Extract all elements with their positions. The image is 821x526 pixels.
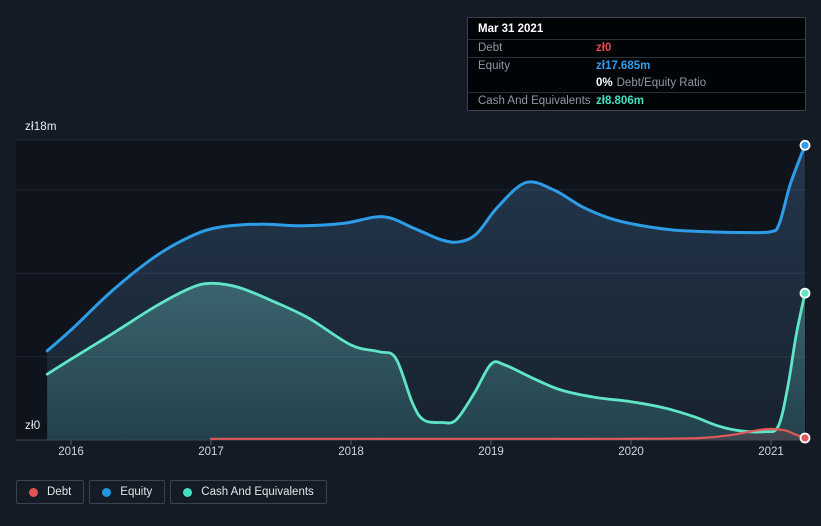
tooltip-debt-value: zł0: [596, 42, 612, 54]
x-tick-2018: 2018: [338, 446, 364, 458]
cash-endpoint-marker: [799, 287, 811, 299]
debt-line: [209, 427, 807, 440]
tooltip-date: Mar 31 2021: [478, 23, 544, 35]
tooltip-equity-value: zł17.685m: [596, 60, 651, 72]
tooltip-row-equity: Equity zł17.685m: [468, 57, 805, 75]
x-tick-2019: 2019: [478, 446, 504, 458]
legend-item-equity[interactable]: Equity: [89, 480, 166, 504]
x-tick-2016: 2016: [58, 446, 84, 458]
legend-equity-label: Equity: [120, 486, 153, 498]
tooltip-debt-label: Debt: [478, 42, 503, 54]
equity-line: [45, 143, 807, 353]
debt-color-dot: [29, 487, 38, 497]
legend-item-cash[interactable]: Cash And Equivalents: [170, 480, 327, 504]
tooltip-cash-label: Cash And Equivalents: [478, 95, 591, 107]
x-tick-2020: 2020: [618, 446, 644, 458]
tooltip-row-ratio: 0% Debt/Equity Ratio: [468, 75, 805, 92]
legend-debt-label: Debt: [47, 486, 72, 498]
x-tick-2021: 2021: [758, 446, 784, 458]
y-axis-label-zero: zł0: [25, 420, 41, 432]
tooltip-row-cash: Cash And Equivalents zł8.806m: [468, 92, 805, 110]
y-axis-label-max: zł18m: [25, 121, 57, 133]
debt-endpoint-marker: [799, 432, 811, 444]
tooltip-ratio-label: Debt/Equity Ratio: [616, 77, 707, 89]
legend-cash-label: Cash And Equivalents: [201, 486, 314, 498]
legend: Debt Equity Cash And Equivalents: [16, 480, 327, 504]
equity-color-dot: [102, 487, 112, 497]
tooltip-cash-value: zł8.806m: [596, 95, 644, 107]
cash-line: [45, 281, 807, 434]
tooltip-equity-label: Equity: [478, 60, 510, 72]
equity-endpoint-marker: [799, 139, 811, 151]
chart-tooltip: Mar 31 2021 Debt zł0 Equity zł17.685m 0%…: [467, 17, 806, 111]
tooltip-ratio-value: 0%: [596, 77, 613, 89]
cash-color-dot: [183, 487, 193, 497]
tooltip-row-debt: Debt zł0: [468, 39, 805, 57]
legend-item-debt[interactable]: Debt: [16, 480, 85, 504]
x-tick-2017: 2017: [198, 446, 224, 458]
